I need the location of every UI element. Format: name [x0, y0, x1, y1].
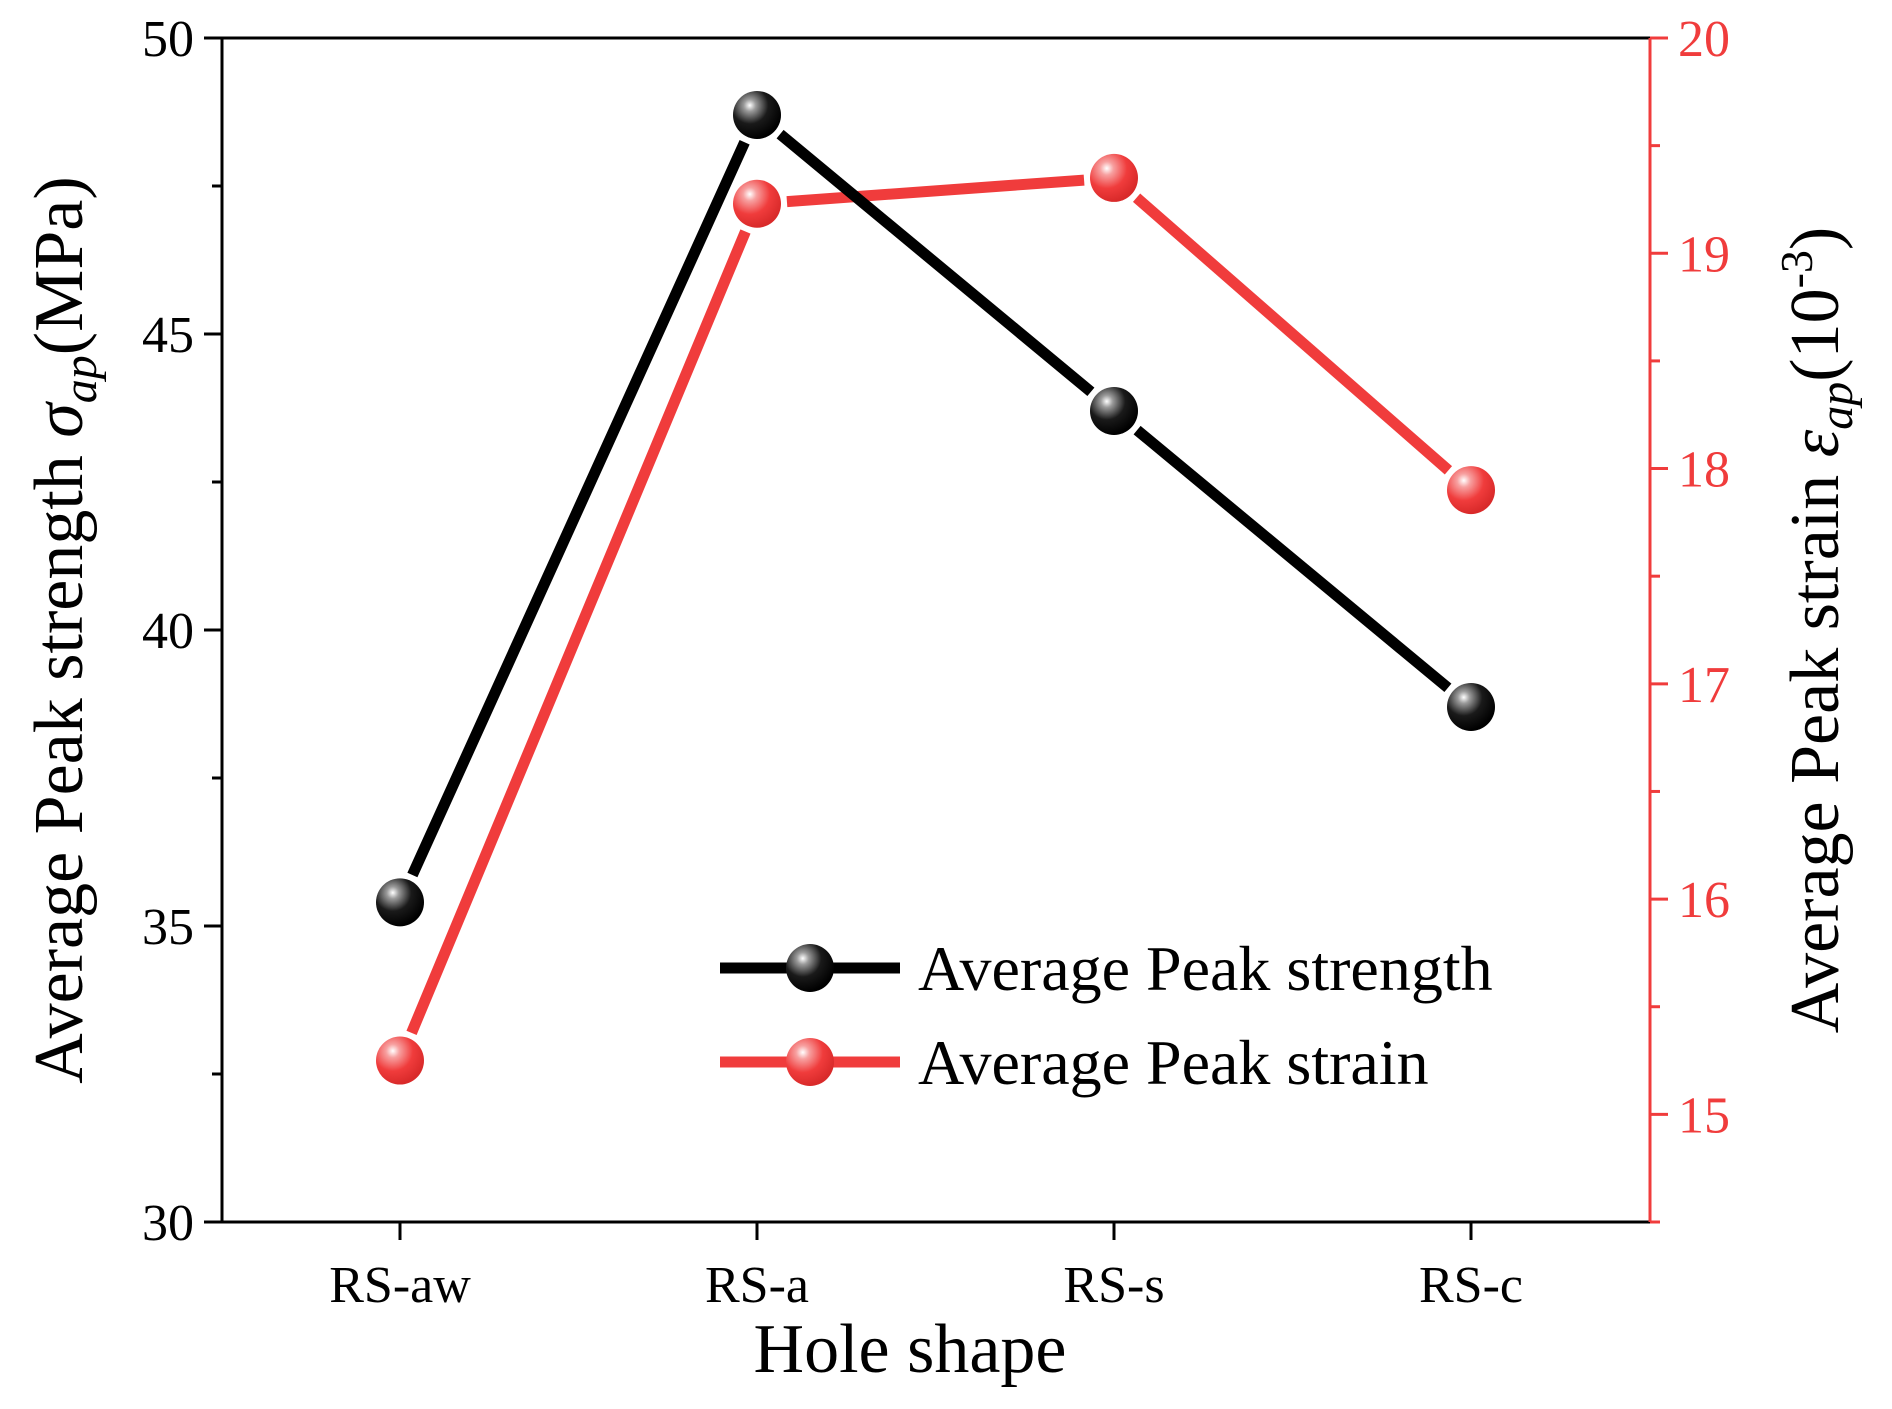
right-y-axis-title-superscript: -3 — [1771, 250, 1822, 288]
strength-data-point — [1090, 386, 1138, 435]
right-y-axis: 15 16 17 18 19 20 — [1650, 11, 1730, 1224]
strength-data-point — [733, 90, 781, 139]
x-tick-label: RS-c — [1419, 1257, 1523, 1314]
strength-line-segment — [407, 140, 750, 878]
right-tick-label: 20 — [1678, 11, 1730, 68]
legend-label: Average Peak strength — [918, 933, 1493, 1004]
strain-data-point — [1447, 466, 1495, 515]
legend-marker — [786, 944, 834, 992]
left-tick-label: 40 — [142, 603, 194, 660]
right-tick-label: 18 — [1678, 442, 1730, 499]
strain-data-point — [1090, 153, 1138, 202]
left-y-axis-title-prefix: Average Peak strength — [21, 438, 98, 1084]
x-axis-title: Hole shape — [754, 1311, 1067, 1388]
left-y-axis-title-subscript: ap — [54, 355, 107, 403]
strain-line-segment — [1132, 193, 1453, 475]
right-tick-label: 16 — [1678, 872, 1730, 929]
left-tick-label: 50 — [142, 11, 194, 68]
x-tick-label: RS-a — [705, 1257, 809, 1314]
left-tick-label: 45 — [142, 307, 194, 364]
left-y-axis-title-suffix: (MPa) — [21, 176, 98, 355]
right-y-axis-title-prefix: Average Peak strain — [1777, 457, 1854, 1033]
strength-data-point — [1447, 682, 1495, 731]
left-tick-label: 35 — [142, 899, 194, 956]
strain-data-point — [376, 1036, 424, 1085]
strength-data-point — [376, 878, 424, 927]
right-tick-label: 19 — [1678, 226, 1730, 283]
right-y-axis-title: Average Peak strain εap(10-3) — [1771, 227, 1863, 1034]
right-tick-label: 17 — [1678, 657, 1730, 714]
strain-line-segment — [786, 174, 1085, 208]
legend-marker — [786, 1038, 834, 1086]
left-y-axis-title: Average Peak strength σap(MPa) — [21, 176, 107, 1083]
series-layer — [376, 90, 1495, 1085]
left-y-axis-title-symbol: σ — [21, 401, 98, 438]
strain-line-segment — [406, 229, 751, 1035]
strain-data-point — [733, 179, 781, 228]
right-y-axis-title-subscript: ap — [1810, 382, 1863, 430]
right-tick-label: 15 — [1678, 1087, 1730, 1144]
right-y-axis-title-open: (10 — [1777, 288, 1854, 381]
x-tick-label: RS-aw — [329, 1257, 471, 1314]
x-tick-label: RS-s — [1063, 1257, 1164, 1314]
legend-label: Average Peak strain — [918, 1027, 1429, 1098]
strength-line-segment — [776, 129, 1095, 397]
right-y-axis-title-close: ) — [1777, 227, 1854, 250]
left-tick-label: 30 — [142, 1195, 194, 1252]
strength-line-segment — [1133, 425, 1452, 693]
left-y-axis: 30 35 40 45 50 — [142, 11, 222, 1252]
x-axis: RS-aw RS-a RS-s RS-c — [329, 1222, 1523, 1314]
legend: Average Peak strength Average Peak strain — [720, 933, 1493, 1098]
right-y-axis-title-symbol: ε — [1777, 429, 1854, 457]
